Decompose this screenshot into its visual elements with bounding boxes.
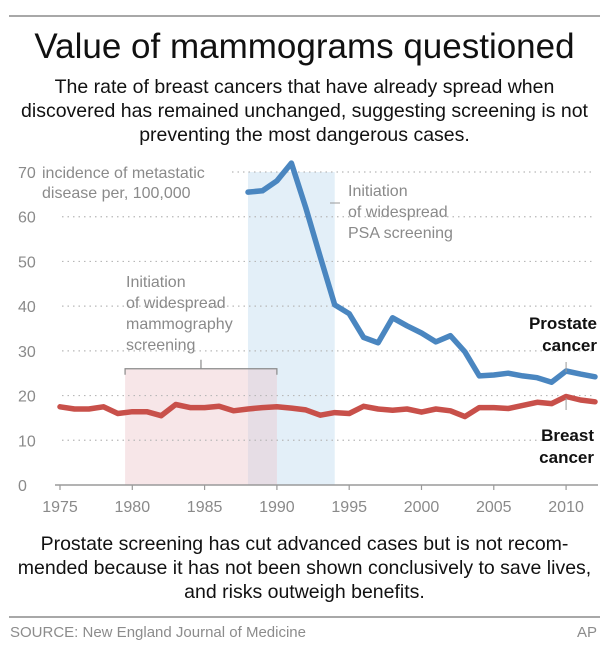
y-tick-label: 70 [18,165,36,182]
breast-label-line-2: cancer [539,448,594,467]
line-chart: 1975 1980 1985 1990 1995 2000 2005 2010 0 10 20 30… [18,160,598,516]
bottom-rule [9,616,600,618]
chart-title: Value of mammograms questioned [34,27,575,66]
mammography-annotation-line: screening [126,337,195,354]
overlap-band [247,368,277,485]
mammography-bracket [124,359,278,375]
annotation-bands [125,172,335,485]
mammography-annotation-line: mammography [126,316,233,333]
chart-subtitle: The rate of breast cancers that have alr… [21,76,588,146]
y-tick-label: 60 [18,210,36,227]
x-tick-label: 2010 [548,499,584,516]
y-axis-ticks: 0 10 20 30 40 50 60 70 incidence of metastatic di… [18,165,205,495]
x-tick-label: 2005 [476,499,512,516]
x-tick-label: 1995 [331,499,367,516]
x-tick-label: 2000 [404,499,440,516]
mammography-annotation-line: of widespread [126,295,226,312]
y-axis-title-line-1: incidence of metastatic [42,165,205,182]
top-rule [9,15,600,17]
footnote: Prostate screening has cut advanced case… [17,533,592,603]
y-tick-label: 40 [18,299,36,316]
prostate-label-line-1: Prostate [529,314,597,333]
psa-annotation-line: PSA screening [348,225,453,242]
psa-annotation-line: Initiation [348,183,408,200]
x-tick-label: 1990 [259,499,295,516]
mammography-annotation-line: Initiation [126,274,186,291]
series-lines [57,160,598,420]
breast-label-line-1: Breast [541,426,594,445]
annotations: Initiation of widespread mammography screen… [124,183,453,375]
x-axis: 1975 1980 1985 1990 1995 2000 2005 2010 [42,484,598,516]
y-tick-label: 30 [18,344,36,361]
y-tick-label: 0 [18,478,27,495]
psa-annotation-line: of widespread [348,204,448,221]
source-credit: SOURCE: New England Journal of Medicine [10,624,306,641]
y-tick-label: 50 [18,254,36,271]
x-tick-label: 1975 [42,499,78,516]
agency-credit: AP [576,624,597,641]
series-labels: Prostate cancer Breast cancer [529,314,597,467]
prostate-label-line-2: cancer [542,336,597,355]
y-axis-title-line-2: disease per, 100,000 [42,185,191,202]
y-tick-label: 20 [18,389,36,406]
breast-cancer-line [57,393,598,420]
x-tick-label: 1985 [187,499,223,516]
y-tick-label: 10 [18,433,36,450]
x-tick-label: 1980 [115,499,151,516]
